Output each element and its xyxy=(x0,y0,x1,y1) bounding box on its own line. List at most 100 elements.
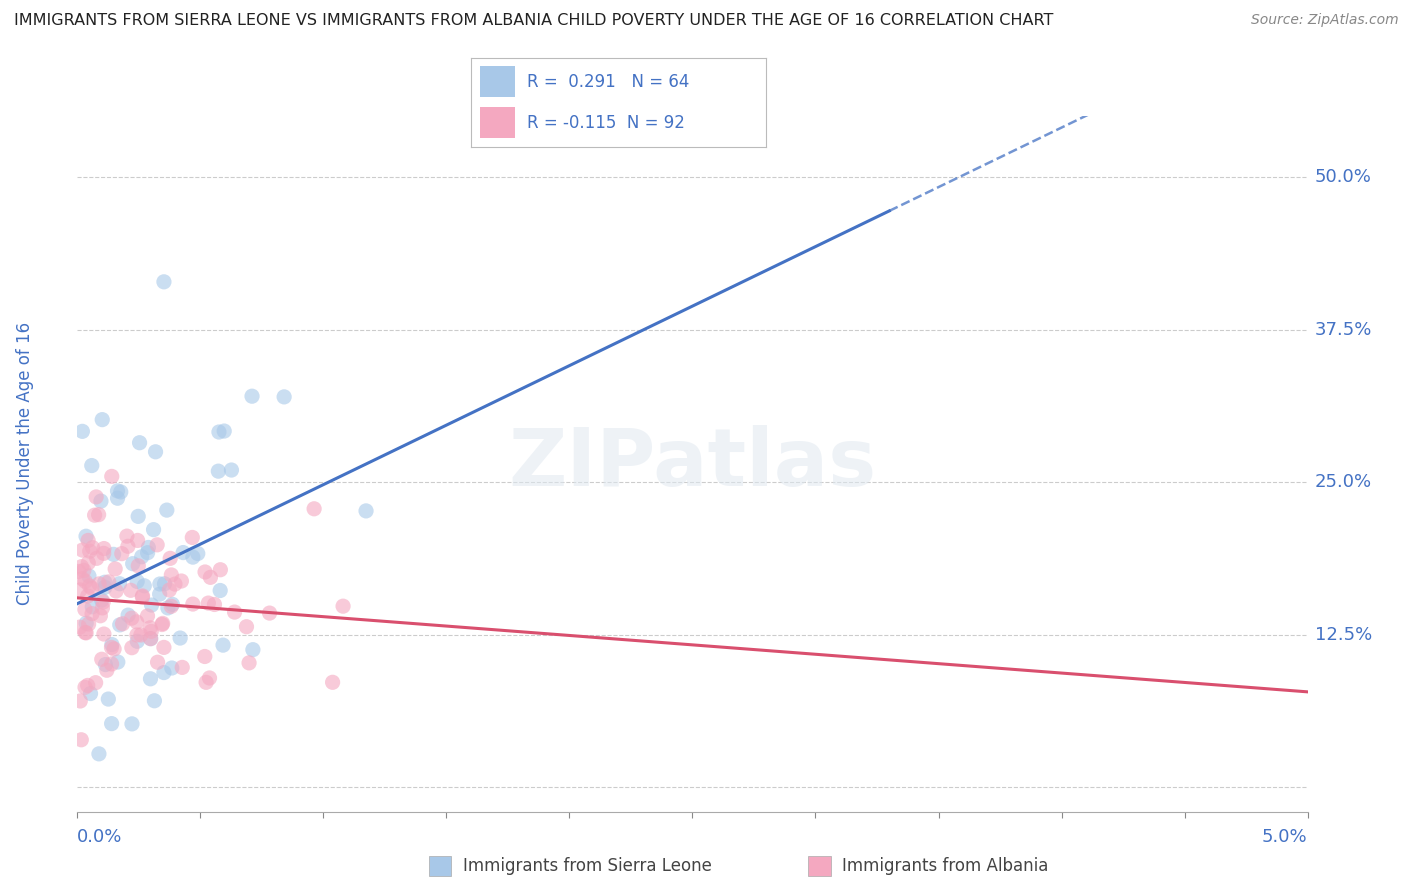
Point xyxy=(70,559,93,574)
Point xyxy=(139,672,162,686)
Point xyxy=(149,587,172,601)
Point xyxy=(160,599,183,614)
Point xyxy=(97,574,120,589)
Point xyxy=(354,504,377,518)
Point xyxy=(181,531,204,545)
Point xyxy=(131,549,153,564)
Point xyxy=(159,551,181,566)
Point xyxy=(169,631,191,645)
Point xyxy=(129,628,152,642)
Point xyxy=(128,435,150,450)
Point xyxy=(209,563,232,577)
Point xyxy=(198,671,221,685)
Point xyxy=(127,634,149,648)
Point xyxy=(238,656,260,670)
Point xyxy=(108,576,131,591)
Point xyxy=(138,541,160,555)
Point xyxy=(117,608,139,623)
Point xyxy=(153,576,176,591)
Point xyxy=(110,485,132,500)
Point xyxy=(125,615,148,629)
Point xyxy=(273,390,295,404)
Text: Source: ZipAtlas.com: Source: ZipAtlas.com xyxy=(1251,13,1399,28)
Point xyxy=(91,595,114,609)
Text: R = -0.115  N = 92: R = -0.115 N = 92 xyxy=(527,113,685,132)
Point xyxy=(96,663,118,677)
Point xyxy=(73,563,96,577)
Point xyxy=(73,681,96,695)
Point xyxy=(77,617,100,632)
Point xyxy=(221,463,243,477)
Point xyxy=(152,616,174,631)
Point xyxy=(134,579,156,593)
Point xyxy=(93,546,115,560)
Point xyxy=(163,577,186,591)
Point xyxy=(87,508,110,522)
Point xyxy=(104,562,127,576)
Point xyxy=(80,458,103,473)
Text: 37.5%: 37.5% xyxy=(1315,320,1372,339)
Point xyxy=(103,547,125,561)
Point xyxy=(149,577,172,591)
Point xyxy=(141,624,163,639)
Point xyxy=(100,716,122,731)
Point xyxy=(103,642,125,657)
Point xyxy=(235,620,257,634)
Point xyxy=(100,469,122,483)
Point xyxy=(146,655,169,669)
Point xyxy=(72,425,94,439)
Point xyxy=(332,599,354,614)
Point xyxy=(240,389,263,403)
Text: 25.0%: 25.0% xyxy=(1315,473,1372,491)
Point xyxy=(84,490,107,504)
Point xyxy=(125,628,148,642)
Point xyxy=(302,501,325,516)
Point xyxy=(82,541,104,555)
Point xyxy=(90,593,112,607)
Point xyxy=(127,509,149,524)
Point xyxy=(84,675,107,690)
Point xyxy=(127,558,149,573)
Point xyxy=(75,625,97,640)
Text: 0.0%: 0.0% xyxy=(77,828,122,846)
Text: 12.5%: 12.5% xyxy=(1315,625,1372,644)
Point xyxy=(121,611,143,625)
Point xyxy=(143,694,166,708)
Point xyxy=(69,582,91,597)
Point xyxy=(100,640,122,655)
Point xyxy=(121,557,143,571)
Point xyxy=(212,424,235,438)
Point xyxy=(259,606,281,620)
Point xyxy=(136,546,159,560)
Point xyxy=(139,632,162,646)
Text: Immigrants from Sierra Leone: Immigrants from Sierra Leone xyxy=(463,857,711,875)
Point xyxy=(115,529,138,543)
Point xyxy=(224,605,246,619)
Point xyxy=(97,692,120,706)
Point xyxy=(93,541,115,556)
Point xyxy=(127,574,149,589)
Text: 50.0%: 50.0% xyxy=(1315,168,1371,186)
Point xyxy=(72,543,94,558)
Point xyxy=(79,687,101,701)
Point xyxy=(139,621,162,635)
Point xyxy=(162,598,184,612)
Point xyxy=(77,569,100,583)
Point xyxy=(75,616,97,631)
Point xyxy=(94,580,117,594)
Point xyxy=(172,545,194,559)
Point xyxy=(200,570,222,584)
Point xyxy=(79,544,101,558)
Point xyxy=(187,547,209,561)
Point xyxy=(67,565,90,579)
Point xyxy=(120,583,142,598)
Text: ZIPatlas: ZIPatlas xyxy=(509,425,876,503)
Point xyxy=(76,678,98,692)
Point xyxy=(150,617,173,632)
Point xyxy=(157,582,180,597)
Point xyxy=(127,533,149,548)
Point xyxy=(77,533,100,548)
Point xyxy=(121,717,143,731)
Point xyxy=(80,607,103,621)
Point xyxy=(212,638,235,652)
